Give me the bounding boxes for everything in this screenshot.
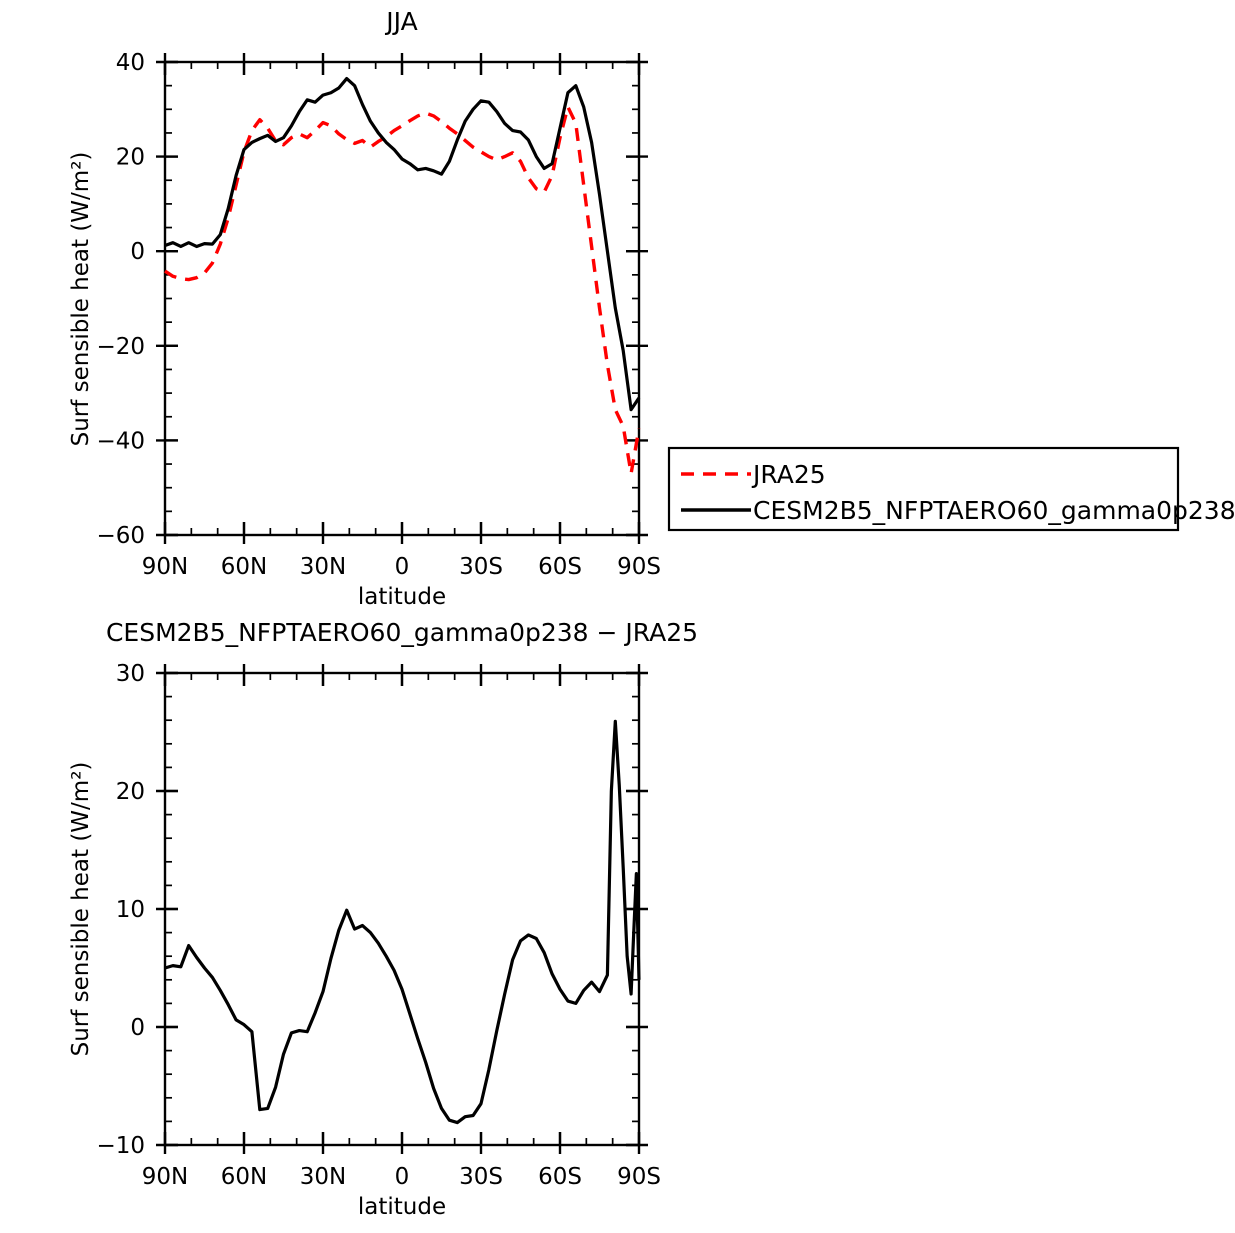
panel-bottom-series [164,719,641,1125]
panel-top-series [164,76,641,476]
xtick-label: 30S [459,554,503,580]
legend: JRA25 CESM2B5_NFPTAERO60_gamma0p238 [667,446,1235,532]
xtick-label: 90S [617,554,661,580]
panel-top-ylabel: Surf sensible heat (W/m²) [68,152,94,447]
panel-top-tick-labels: 90N 60N 30N 0 30S 60S 90S 40 20 0 −20 −40 −60 [96,50,660,580]
panel-top-xlabel: latitude [358,584,446,610]
xtick-label: 90N [142,554,188,580]
ytick-label: −60 [96,523,145,549]
xtick-label: 90S [617,1164,661,1190]
series-line [164,719,641,1125]
series-line [164,105,641,476]
ytick-label: −10 [96,1133,145,1159]
series-line [164,76,641,412]
ytick-label: 40 [116,50,145,76]
xtick-label: 60N [221,554,267,580]
panel-bottom-axis-frame [163,671,641,1147]
ytick-label: −40 [96,428,145,454]
ytick-label: 20 [116,779,145,805]
ytick-label: 0 [130,239,145,265]
xtick-label: 60S [538,1164,582,1190]
ytick-label: 10 [116,897,145,923]
xtick-label: 0 [395,554,410,580]
xtick-label: 60S [538,554,582,580]
legend-box [667,446,1180,532]
ytick-label: 0 [130,1015,145,1041]
panel-bottom-xlabel: latitude [358,1194,446,1220]
ytick-label: 20 [116,145,145,171]
panel-top: JJA 90N 60N 30N 0 30S 60S 90S 40 20 0 −20 −40 −60 la… [68,7,661,610]
xtick-label: 0 [395,1164,410,1190]
panel-bottom-title: CESM2B5_NFPTAERO60_gamma0p238 − JRA25 [106,618,698,647]
panel-top-axis-frame [163,60,641,537]
legend-items: JRA25 CESM2B5_NFPTAERO60_gamma0p238 [681,460,1235,525]
xtick-label: 30N [300,1164,346,1190]
panel-top-title: JJA [384,7,417,36]
xtick-label: 30N [300,554,346,580]
ytick-label: 30 [116,661,145,687]
panel-bottom-ylabel: Surf sensible heat (W/m²) [68,762,94,1057]
panel-bottom: CESM2B5_NFPTAERO60_gamma0p238 − JRA25 90… [68,618,698,1220]
xtick-label: 90N [142,1164,188,1190]
xtick-label: 30S [459,1164,503,1190]
legend-label-2: CESM2B5_NFPTAERO60_gamma0p238 [753,496,1235,525]
xtick-label: 60N [221,1164,267,1190]
panel-bottom-tick-labels: 90N 60N 30N 0 30S 60S 90S 30 20 10 0 −10 [96,661,660,1190]
ytick-label: −20 [96,334,145,360]
legend-label-1: JRA25 [751,460,826,489]
